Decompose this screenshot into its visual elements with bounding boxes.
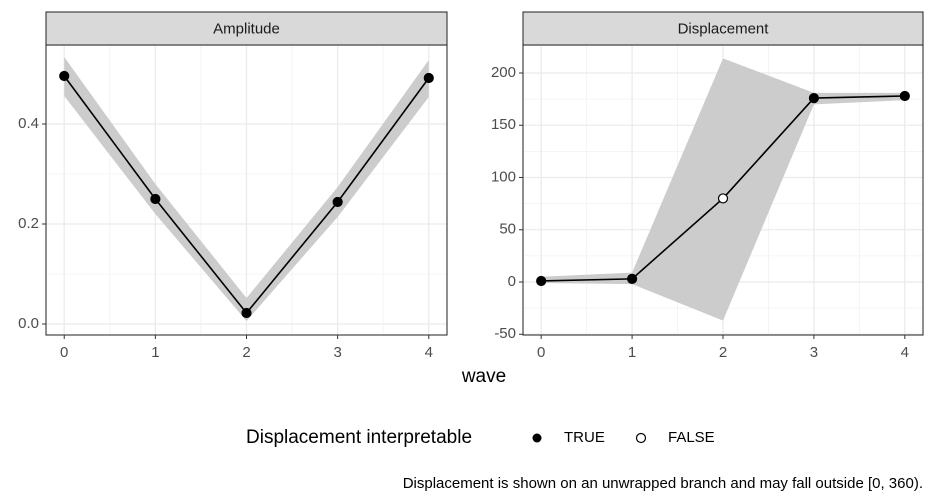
point <box>536 275 547 287</box>
confidence-band <box>64 57 429 321</box>
x-axis-title: wave <box>461 366 506 387</box>
x-tick-label: 4 <box>901 344 909 361</box>
x-tick-label: 2 <box>242 344 250 361</box>
y-tick-label: 0 <box>508 273 516 290</box>
legend-label: FALSE <box>668 429 715 446</box>
point <box>899 90 910 102</box>
x-tick-label: 0 <box>60 344 68 361</box>
point <box>717 193 729 204</box>
y-tick-label: 0.2 <box>18 215 39 232</box>
x-tick-label: 4 <box>425 344 433 361</box>
legend-key-false <box>635 432 647 444</box>
point <box>59 70 70 82</box>
confidence-band <box>541 58 905 321</box>
x-tick-label: 2 <box>719 344 727 361</box>
y-tick-label: 100 <box>491 168 516 185</box>
x-tick-label: 1 <box>151 344 159 361</box>
strip-label: Amplitude <box>213 20 280 37</box>
legend-title: Displacement interpretable <box>246 427 472 448</box>
y-tick-label: 50 <box>499 221 516 238</box>
x-tick-label: 3 <box>810 344 818 361</box>
strip <box>45 11 448 46</box>
y-tick-label: 0.0 <box>18 315 39 332</box>
legend-key-true <box>532 433 542 443</box>
point <box>241 307 252 319</box>
point <box>808 92 820 104</box>
y-tick-label: 200 <box>491 64 516 81</box>
legend-label: TRUE <box>564 429 605 446</box>
x-tick-label: 1 <box>628 344 636 361</box>
strip-label: Displacement <box>678 20 770 37</box>
x-tick-label: 0 <box>537 344 545 361</box>
point <box>150 193 161 205</box>
caption: Displacement is shown on an unwrapped br… <box>403 475 923 492</box>
strip <box>522 11 924 46</box>
point <box>332 196 343 208</box>
y-tick-label: 0.4 <box>18 115 39 132</box>
point <box>626 273 638 284</box>
point <box>423 72 434 84</box>
x-tick-label: 3 <box>333 344 341 361</box>
y-tick-label: -50 <box>494 325 516 342</box>
y-tick-label: 150 <box>491 116 516 133</box>
